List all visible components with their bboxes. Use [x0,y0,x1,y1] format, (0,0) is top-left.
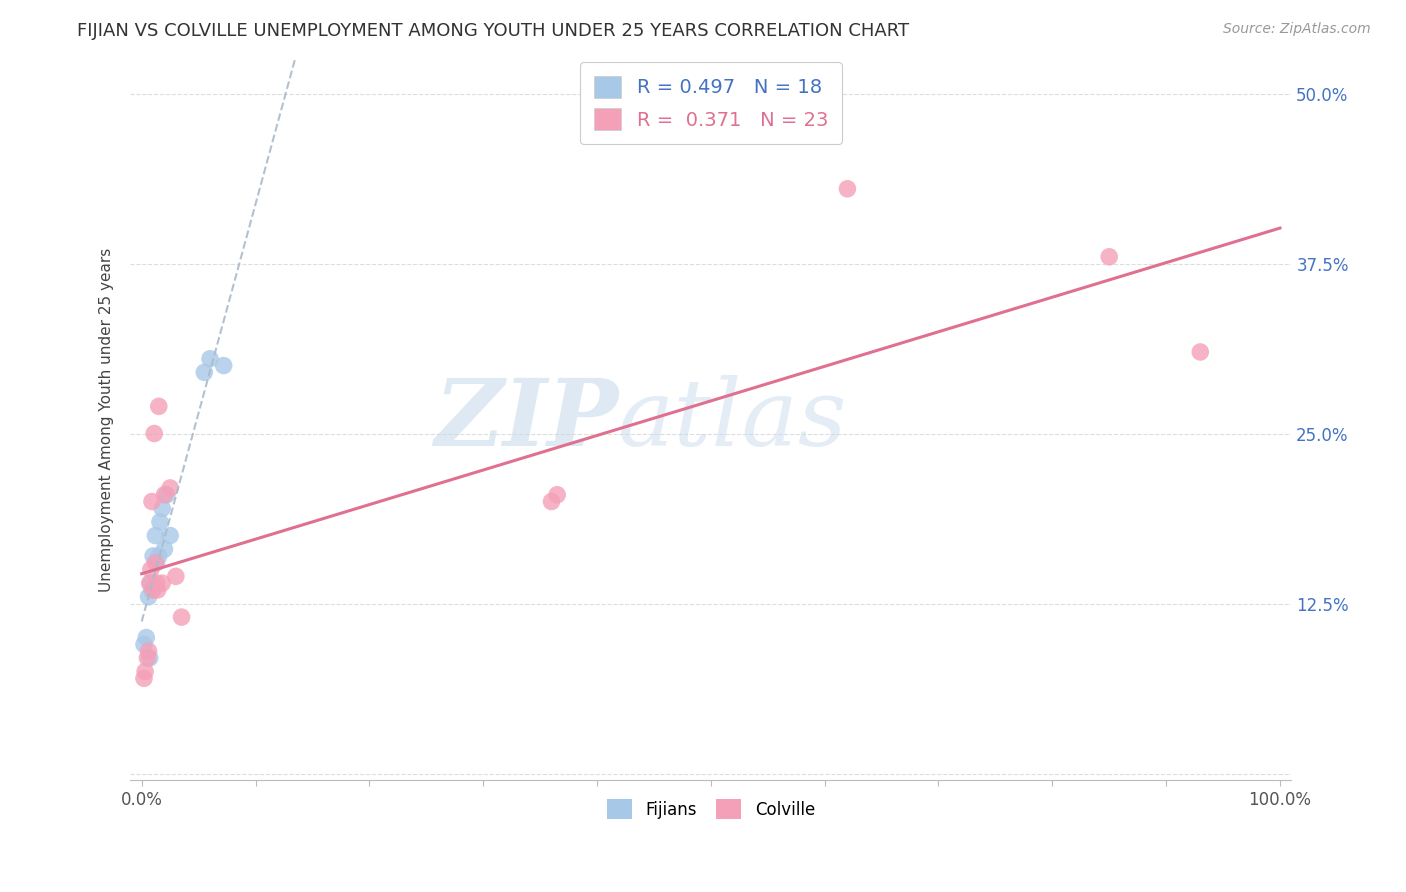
Point [138,590,160,604]
Point [170,610,193,624]
Text: Source: ZipAtlas.com: Source: ZipAtlas.com [1223,22,1371,37]
Point [1189,345,1212,359]
Point [145,556,167,570]
Point [138,576,160,591]
Point [143,426,166,441]
Point [193,365,215,379]
Point [142,582,165,597]
Point [142,549,165,563]
Point [132,671,155,685]
Point [141,582,163,597]
Legend: Fijians, Colville: Fijians, Colville [600,792,821,826]
Point [148,549,170,563]
Point [145,556,167,570]
Point [135,631,157,645]
Point [141,494,163,508]
Point [837,182,859,196]
Point [149,515,172,529]
Y-axis label: Unemployment Among Youth under 25 years: Unemployment Among Youth under 25 years [100,248,114,592]
Point [138,644,160,658]
Point [153,488,176,502]
Point [139,562,162,576]
Point [150,501,173,516]
Text: ZIP: ZIP [433,375,619,465]
Point [198,351,221,366]
Point [145,528,167,542]
Point [540,494,562,508]
Point [159,528,181,542]
Point [138,651,160,665]
Point [146,582,169,597]
Point [156,488,179,502]
Text: atlas: atlas [619,375,848,465]
Point [165,569,187,583]
Point [159,481,181,495]
Point [153,542,176,557]
Text: FIJIAN VS COLVILLE UNEMPLOYMENT AMONG YOUTH UNDER 25 YEARS CORRELATION CHART: FIJIAN VS COLVILLE UNEMPLOYMENT AMONG YO… [77,22,910,40]
Point [134,665,156,679]
Point [139,576,162,591]
Point [1098,250,1121,264]
Point [136,651,159,665]
Point [148,400,170,414]
Point [150,576,173,591]
Point [546,488,568,502]
Point [212,359,235,373]
Point [145,576,167,591]
Point [132,637,155,651]
